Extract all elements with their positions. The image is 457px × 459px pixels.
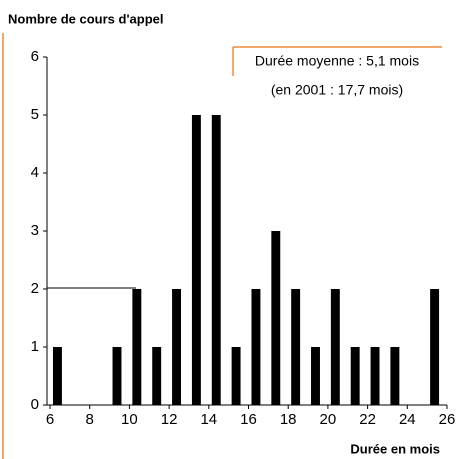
- bar: [231, 347, 241, 405]
- x-tick-label: 8: [86, 411, 94, 428]
- x-tick-label: 10: [121, 411, 138, 428]
- bar: [152, 347, 162, 405]
- bar: [191, 115, 201, 405]
- x-tick-label: 6: [46, 411, 54, 428]
- bar: [330, 289, 340, 405]
- bar: [350, 347, 360, 405]
- bar: [370, 347, 380, 405]
- y-axis-label: Nombre de cours d'appel: [8, 11, 164, 26]
- x-tick-label: 12: [161, 411, 178, 428]
- bar: [251, 289, 261, 405]
- bar: [291, 289, 301, 405]
- y-tick-label: 2: [31, 280, 39, 297]
- bar: [311, 347, 320, 405]
- annotation: (en 2001 : 17,7 mois): [271, 82, 403, 98]
- bar: [211, 115, 221, 405]
- x-axis-label: Durée en mois: [350, 441, 440, 456]
- bar: [271, 231, 281, 405]
- y-tick-label: 4: [31, 164, 39, 181]
- x-tick-label: 20: [320, 411, 337, 428]
- x-tick-label: 22: [359, 411, 376, 428]
- y-tick-label: 6: [31, 48, 39, 65]
- x-tick-label: 16: [240, 411, 257, 428]
- x-tick-label: 24: [399, 411, 416, 428]
- y-tick-label: 1: [31, 338, 39, 355]
- bar: [172, 289, 182, 405]
- bar: [112, 347, 122, 405]
- bar: [132, 289, 142, 405]
- x-tick-label: 26: [439, 411, 456, 428]
- annotation: Durée moyenne : 5,1 mois: [255, 53, 419, 69]
- bar: [430, 289, 440, 405]
- bar: [390, 347, 400, 405]
- bar: [52, 347, 62, 405]
- x-tick-label: 14: [200, 411, 217, 428]
- y-tick-label: 5: [31, 106, 39, 123]
- x-tick-label: 18: [280, 411, 297, 428]
- y-tick-label: 0: [31, 396, 39, 413]
- annotation-box: [233, 47, 442, 76]
- y-tick-label: 3: [31, 222, 39, 239]
